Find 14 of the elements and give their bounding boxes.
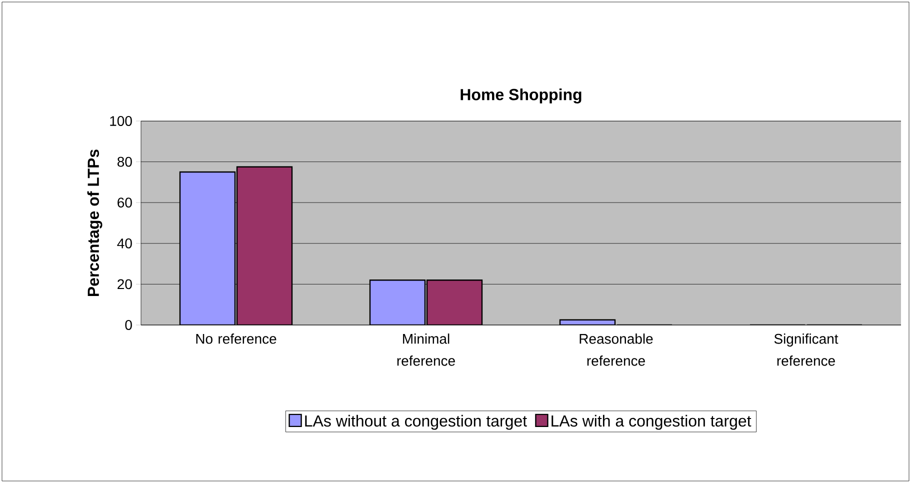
chart-title: Home Shopping	[460, 88, 582, 104]
x-tick-label: Reasonable reference	[580, 334, 653, 366]
y-axis-title: Percentage of LTPs	[87, 150, 102, 296]
y-tick-label: 100	[110, 116, 132, 126]
y-tick-label: 60	[118, 198, 132, 208]
y-tick-label: 40	[117, 238, 132, 248]
y-tick-label: 80	[118, 156, 132, 167]
x-tick-label: Significant reference	[774, 334, 838, 366]
y-tick-label: 20	[118, 279, 132, 290]
legend-label: LAs with a congestion target	[552, 414, 752, 430]
x-tick-label: Minimal reference	[397, 334, 455, 366]
legend-label: LAs without a congestion target	[305, 414, 527, 430]
x-tick-label: No reference	[196, 334, 276, 344]
y-tick-label: 0	[125, 320, 132, 330]
